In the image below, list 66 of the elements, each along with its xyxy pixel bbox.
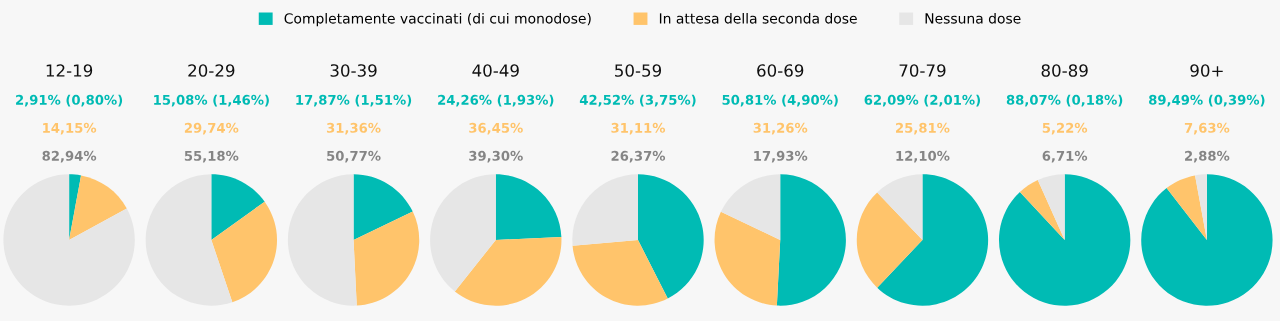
pie-slice	[69, 174, 82, 240]
chart-title: 90+	[1190, 64, 1223, 77]
legend-label: In attesa della seconda dose	[659, 12, 857, 24]
text: 12,10%	[896, 150, 950, 163]
pie-slice	[877, 174, 989, 306]
text: 17,87% (1,51%)	[296, 94, 412, 107]
text: 36,45%	[469, 122, 523, 135]
pie-slice	[998, 174, 1131, 306]
text: 5,22%	[1042, 122, 1088, 135]
text: 25,81%	[896, 122, 950, 135]
pie-slice	[714, 211, 781, 306]
text: 88,07% (0,18%)	[1006, 94, 1123, 107]
text: 50,77%	[327, 150, 381, 163]
text: 14,15%	[43, 122, 97, 135]
text: 29,74%	[184, 122, 239, 135]
pie-slice	[572, 174, 638, 246]
pie-slice	[1141, 174, 1273, 306]
pie-slice	[287, 174, 357, 306]
text: 42,52% (3,75%)	[579, 94, 696, 107]
legend-label: Nessuna dose	[925, 12, 1021, 24]
text: 12-19	[46, 64, 93, 77]
pie-slice	[1037, 174, 1065, 240]
chart-title: 50-59	[615, 64, 662, 77]
pie-slice	[3, 174, 135, 306]
text: 31,11%	[611, 122, 666, 135]
chart-title: 30-39	[330, 64, 377, 77]
text: 89,49% (0,39%)	[1149, 94, 1265, 107]
chart-title: 40-49	[472, 64, 519, 77]
text: 7,63%	[1184, 122, 1230, 135]
pie-slice	[856, 192, 923, 288]
pie-slice	[353, 211, 420, 306]
text: 6,71%	[1042, 150, 1088, 163]
text: 17,93%	[754, 150, 808, 163]
text: 15,08% (1,46%)	[154, 94, 269, 107]
pie-slice	[69, 175, 127, 240]
text: 62,09% (2,01%)	[864, 94, 980, 107]
text: 31,36%	[326, 122, 381, 135]
text: 2,91% (0,80%)	[16, 94, 123, 107]
pie-slice	[454, 236, 562, 306]
pie-slice	[211, 174, 265, 240]
pie-slice	[776, 174, 846, 306]
chart-title: 70-79	[899, 64, 946, 77]
chart-title: 60-69	[757, 64, 804, 77]
text: 24,26% (1,93%)	[438, 94, 554, 107]
pie-slice	[1019, 180, 1065, 240]
text: 82,94%	[42, 150, 97, 163]
pie-slice	[430, 174, 496, 292]
text: 2,88%	[1185, 150, 1230, 163]
pie-slice	[1166, 175, 1207, 240]
text: 55,18%	[184, 150, 239, 163]
chart-title: 20-29	[188, 64, 235, 77]
pie-slice	[1195, 174, 1207, 240]
text: 50,81% (4,90%)	[722, 94, 838, 107]
pie-slice	[353, 174, 413, 240]
pie-slice	[720, 174, 781, 240]
pie-slice	[495, 174, 562, 240]
text: 39,30%	[469, 150, 523, 163]
pie-slice	[877, 174, 923, 240]
chart-title: 80-89	[1041, 64, 1088, 77]
pie-slice	[145, 174, 233, 306]
text: 31,26%	[753, 122, 808, 135]
legend-label: Completamente vaccinati (di cui monodose)	[284, 12, 591, 27]
pie-slice	[638, 174, 704, 299]
pie-slice	[211, 201, 278, 303]
pie-slice	[572, 240, 668, 306]
text: 26,37%	[611, 150, 666, 163]
